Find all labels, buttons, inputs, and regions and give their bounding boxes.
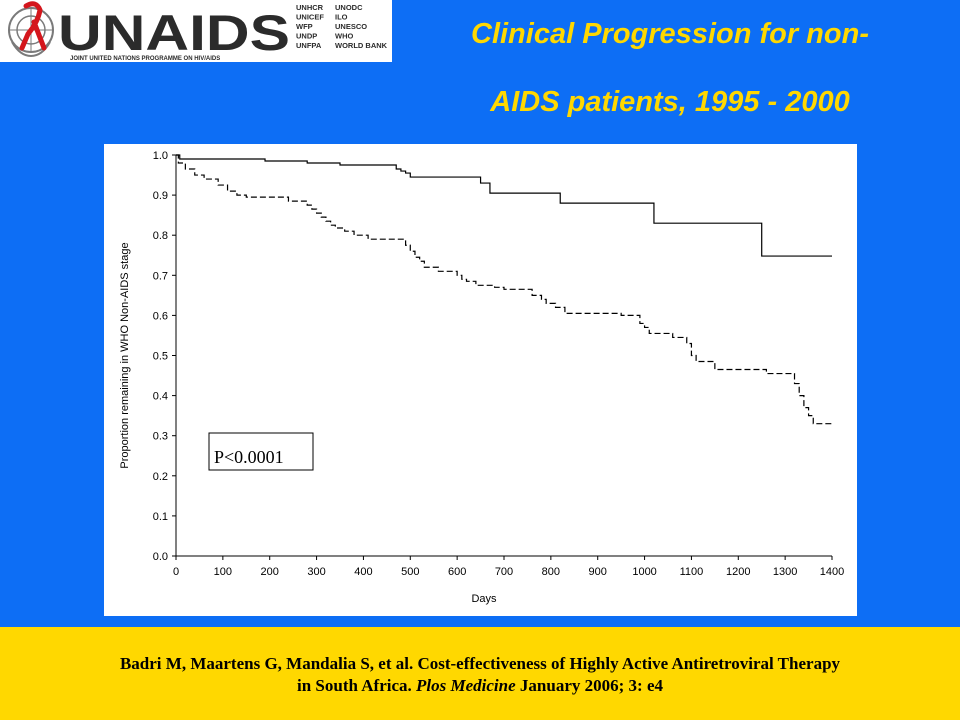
cosponsor-label: UNHCR — [296, 3, 324, 12]
citation: Badri M, Maartens G, Mandalia S, et al. … — [20, 653, 940, 697]
x-tick-label: 1300 — [773, 566, 797, 578]
y-tick-label: 0.8 — [153, 230, 168, 242]
y-tick-label: 0.5 — [153, 351, 168, 363]
x-tick-label: 800 — [542, 566, 560, 578]
y-tick-label: 0.2 — [153, 471, 168, 483]
dashed-survival-curve — [176, 154, 832, 425]
cosponsor-label: UNICEF — [296, 13, 324, 22]
logo-subtitle: JOINT UNITED NATIONS PROGRAMME ON HIV/AI… — [70, 56, 220, 62]
p-value-annotation: P<0.0001 — [208, 432, 314, 471]
y-tick-label: 0.6 — [153, 310, 168, 322]
cosponsor-label: UNESCO — [335, 22, 367, 31]
unaids-logo-graphic: UNAIDS JOINT UNITED NATIONS PROGRAMME ON… — [8, 1, 388, 62]
citation-journal: Plos Medicine — [416, 676, 516, 695]
solid-survival-curve — [176, 154, 832, 257]
cosponsor-label: WFP — [296, 22, 313, 31]
y-tick-label: 0.3 — [153, 431, 168, 443]
x-tick-label: 300 — [307, 566, 325, 578]
x-tick-label: 700 — [495, 566, 513, 578]
title-line-2: AIDS patients, 1995 - 2000 — [490, 86, 850, 118]
red-ribbon-icon — [19, 1, 47, 51]
cosponsor-label: UNFPA — [296, 41, 322, 50]
logo-wordmark: UNAIDS — [58, 5, 290, 61]
chart-panel: 0.0 0.1 0.2 0.3 0.4 0.5 0.6 0.7 0.8 0.9 1.0 0 100 200… — [104, 144, 857, 616]
cosponsor-label: WHO — [335, 32, 353, 41]
x-tick-label: 1200 — [726, 566, 750, 578]
y-tick-label: 0.7 — [153, 270, 168, 282]
x-tick-label: 400 — [354, 566, 372, 578]
citation-line-2-post: January 2006; 3: e4 — [515, 676, 663, 695]
x-tick-label: 1400 — [820, 566, 844, 578]
y-tick-label: 0.0 — [153, 551, 168, 563]
cosponsor-label: UNODC — [335, 3, 363, 12]
x-tick-label: 0 — [173, 566, 179, 578]
x-tick-label: 900 — [589, 566, 607, 578]
citation-line-2-pre: in South Africa. — [297, 676, 417, 695]
citation-bar: Badri M, Maartens G, Mandalia S, et al. … — [0, 627, 960, 720]
x-tick-label: 1000 — [632, 566, 656, 578]
kaplan-meier-chart: 0.0 0.1 0.2 0.3 0.4 0.5 0.6 0.7 0.8 0.9 1.0 0 100 200… — [119, 150, 844, 605]
cosponsor-label: WORLD BANK — [335, 41, 388, 50]
title-line-1: Clinical Progression for non- — [471, 18, 869, 50]
cosponsor-label: UNDP — [296, 32, 317, 41]
p-value-text: P<0.0001 — [214, 447, 284, 467]
y-tick-label: 0.1 — [153, 511, 168, 523]
citation-line-1: Badri M, Maartens G, Mandalia S, et al. … — [119, 654, 841, 673]
y-tick-label: 0.4 — [153, 391, 168, 403]
cosponsor-label: ILO — [335, 13, 348, 22]
x-tick-label: 1100 — [680, 566, 704, 578]
p-value-box — [208, 432, 314, 471]
y-axis-label: Proportion remaining in WHO Non-AIDS sta… — [119, 242, 131, 468]
x-tick-label: 100 — [214, 566, 232, 578]
y-tick-label: 0.9 — [153, 190, 168, 202]
x-tick-label: 600 — [448, 566, 466, 578]
x-tick-label: 200 — [261, 566, 279, 578]
x-axis-label: Days — [471, 593, 497, 605]
unaids-logo: UNAIDS JOINT UNITED NATIONS PROGRAMME ON… — [0, 0, 392, 62]
y-tick-label: 1.0 — [153, 150, 168, 162]
x-tick-label: 500 — [401, 566, 419, 578]
